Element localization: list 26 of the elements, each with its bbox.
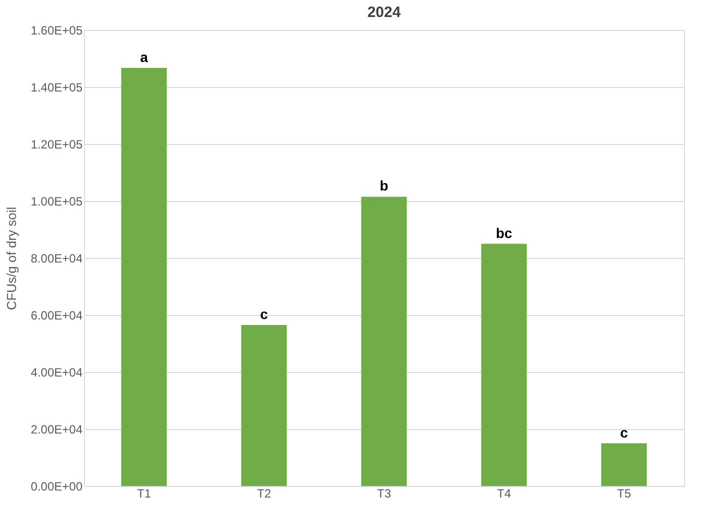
y-tick-label: 1.20E+05: [30, 138, 83, 152]
bar: [121, 68, 167, 486]
y-axis-title: CFUs/g of dry soil: [4, 206, 19, 310]
x-tick-label: T4: [496, 486, 512, 500]
annotation: c: [620, 424, 628, 440]
y-tick-label: 2.00E+04: [30, 422, 83, 436]
y-tick-label: 1.60E+05: [30, 24, 83, 38]
y-tick-label: 8.00E+04: [30, 252, 83, 266]
x-tick-label: T5: [616, 486, 632, 500]
x-tick-label: T3: [376, 486, 392, 500]
y-tick-label: 1.40E+05: [30, 80, 83, 94]
chart-title: 2024: [367, 4, 402, 21]
y-tick-label: 4.00E+04: [30, 366, 83, 380]
bar: [601, 443, 647, 486]
annotation: a: [140, 48, 148, 65]
annotation: bc: [496, 224, 512, 241]
y-tick-label: 1.00E+05: [30, 194, 83, 208]
bar: [481, 244, 527, 486]
bar: [241, 324, 287, 486]
annotation: b: [380, 178, 388, 194]
x-tick-label: T1: [136, 486, 152, 500]
x-tick-label: T2: [256, 486, 272, 500]
y-tick-label: 6.00E+04: [30, 308, 83, 322]
bar: [361, 196, 407, 486]
y-tick-label: 0.00E+00: [30, 480, 83, 494]
annotation: c: [260, 306, 268, 322]
